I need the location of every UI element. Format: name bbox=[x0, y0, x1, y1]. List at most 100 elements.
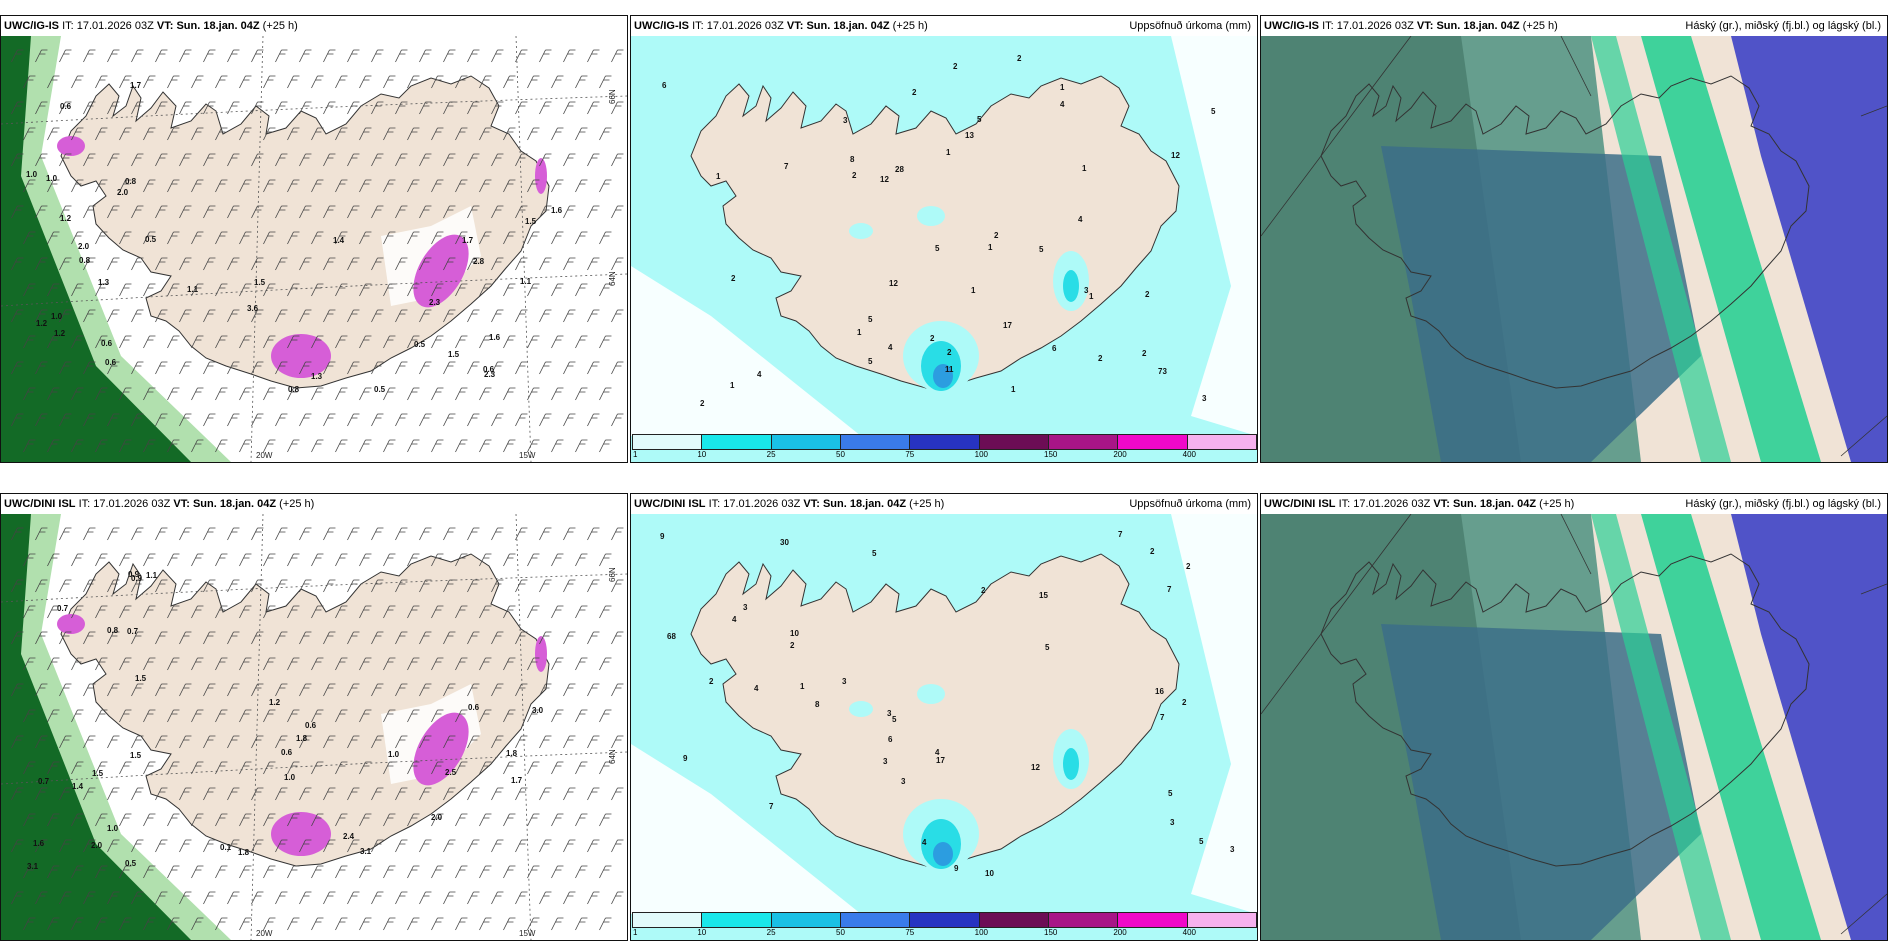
init-time: 17.01.2026 03Z bbox=[723, 498, 801, 510]
lat-label: 64N bbox=[608, 749, 617, 764]
precip-value: 2 bbox=[790, 641, 795, 650]
colorbar-tick: 50 bbox=[836, 928, 845, 937]
colorbar: 1 10 25 50 75 100 150 200 400 bbox=[632, 434, 1257, 460]
precip-value: 1.7 bbox=[462, 236, 474, 245]
lead-time: (+25 h) bbox=[262, 20, 298, 32]
colorbar-tick: 50 bbox=[836, 450, 845, 459]
cloud-map-panel: UWC/IG-IS IT: 17.01.2026 03Z VT: Sun. 18… bbox=[1260, 15, 1888, 463]
lon-label: 15W bbox=[519, 451, 536, 460]
precip-value: 5 bbox=[1168, 789, 1173, 798]
panel-header: UWC/IG-IS IT: 17.01.2026 03Z VT: Sun. 18… bbox=[1261, 16, 1887, 36]
precip-value: 4 bbox=[1060, 100, 1065, 109]
colorbar-tick: 25 bbox=[766, 928, 776, 937]
colorbar-tick: 10 bbox=[697, 450, 707, 459]
it-label: IT: bbox=[708, 498, 721, 510]
precip-green-dark bbox=[1, 36, 191, 462]
colorbar-tick: 75 bbox=[905, 450, 915, 459]
wind-barbs bbox=[11, 49, 624, 453]
colorbar-tick: 200 bbox=[1113, 928, 1127, 937]
precip-value: 1.3 bbox=[311, 372, 323, 381]
panel-header: UWC/IG-IS IT: 17.01.2026 03Z VT: Sun. 18… bbox=[1, 16, 627, 36]
lon-label: 15W bbox=[519, 929, 536, 938]
vt-label: VT: bbox=[803, 498, 820, 510]
valid-time: Sun. 18.jan. 04Z bbox=[1436, 20, 1520, 32]
model-name: UWC/DINI ISL bbox=[4, 498, 76, 510]
precip-value: 1 bbox=[1089, 292, 1094, 301]
colorbar-segment bbox=[1048, 434, 1119, 450]
colorbar-tick: 150 bbox=[1044, 928, 1058, 937]
colorbar-segment bbox=[701, 434, 772, 450]
precip-value: 0.8 bbox=[107, 626, 119, 635]
model-name: UWC/IG-IS bbox=[4, 20, 59, 32]
wind-barbs bbox=[11, 527, 624, 931]
precip-value: 4 bbox=[754, 684, 759, 693]
colorbar-tick: 1 bbox=[633, 928, 638, 937]
precip-value: 1.6 bbox=[489, 333, 501, 342]
precip-value: 5 bbox=[977, 115, 982, 124]
precip-value: 0.9 bbox=[131, 574, 143, 583]
precip-value: 3.6 bbox=[247, 304, 259, 313]
precip-value: 1.0 bbox=[107, 824, 119, 833]
precip-value: 5 bbox=[868, 315, 873, 324]
lead-time: (+25 h) bbox=[892, 20, 928, 32]
precip-value: 5 bbox=[868, 357, 873, 366]
precip-value: 4 bbox=[1078, 215, 1083, 224]
init-time: 17.01.2026 03Z bbox=[1336, 20, 1414, 32]
graticule-lon bbox=[250, 514, 264, 940]
colorbar-segment bbox=[1117, 434, 1188, 450]
precip-value: 1.0 bbox=[46, 174, 58, 183]
precip-value: 1.4 bbox=[72, 782, 84, 791]
model-name: UWC/DINI ISL bbox=[1264, 498, 1336, 510]
precip-value: 1 bbox=[716, 172, 721, 181]
precip-value: 2 bbox=[981, 586, 986, 595]
precip-value: 1 bbox=[946, 148, 951, 157]
precip-value: 5 bbox=[1211, 107, 1216, 116]
precip-value: 9 bbox=[683, 754, 688, 763]
it-label: IT: bbox=[692, 20, 704, 32]
it-label: IT: bbox=[62, 20, 74, 32]
map-canvas bbox=[1261, 36, 1887, 462]
lead-time: (+25 h) bbox=[1522, 20, 1558, 32]
precip-value: 0.6 bbox=[281, 748, 293, 757]
precip-value: 1.1 bbox=[187, 285, 199, 294]
iceland-land bbox=[690, 75, 1180, 389]
precip-value: 1.6 bbox=[33, 839, 45, 848]
lead-time: (+25 h) bbox=[1539, 498, 1575, 510]
precip-value: 3.0 bbox=[532, 706, 544, 715]
precip-value: 0.7 bbox=[127, 627, 139, 636]
precip-value: 0.5 bbox=[145, 235, 157, 244]
precip-value: 28 bbox=[895, 165, 904, 174]
lat-label: 66N bbox=[608, 567, 617, 582]
precip-value: 7 bbox=[1160, 713, 1165, 722]
colorbar-segment bbox=[840, 912, 911, 928]
colorbar-tick: 400 bbox=[1182, 450, 1197, 459]
iceland-land bbox=[690, 553, 1180, 867]
model-name: UWC/IG-IS bbox=[1264, 20, 1319, 32]
precip-value: 2 bbox=[731, 274, 736, 283]
precip-value: 1.1 bbox=[146, 571, 158, 580]
precip-value: 12 bbox=[889, 279, 898, 288]
precip-value: 1 bbox=[1011, 385, 1016, 394]
precip-value: 4 bbox=[888, 343, 893, 352]
colorbar-segment bbox=[978, 912, 1049, 928]
precip-value: 3.1 bbox=[27, 862, 39, 871]
vt-label: VT: bbox=[156, 20, 174, 32]
precip-value: 1 bbox=[730, 381, 735, 390]
colorbar-segment bbox=[909, 434, 980, 450]
vt-label: VT: bbox=[786, 20, 804, 32]
precip-value: 3.1 bbox=[360, 847, 372, 856]
precip-value: 0.1 bbox=[220, 843, 232, 852]
colorbar-segment bbox=[1048, 912, 1119, 928]
colorbar-tick: 75 bbox=[905, 928, 915, 937]
precip-value: 2 bbox=[930, 334, 935, 343]
init-time: 17.01.2026 03Z bbox=[93, 498, 171, 510]
it-label: IT: bbox=[1338, 498, 1351, 510]
precip-value: 1 bbox=[988, 243, 993, 252]
precip-value: 1.2 bbox=[269, 698, 281, 707]
iceland-coastline bbox=[1320, 75, 1810, 389]
precip-value: 1.8 bbox=[506, 749, 518, 758]
precip-value: 1.8 bbox=[238, 848, 250, 857]
precip-value: 2 bbox=[953, 62, 958, 71]
precip-value: 2 bbox=[1186, 562, 1191, 571]
colorbar-tick: 25 bbox=[766, 450, 776, 459]
